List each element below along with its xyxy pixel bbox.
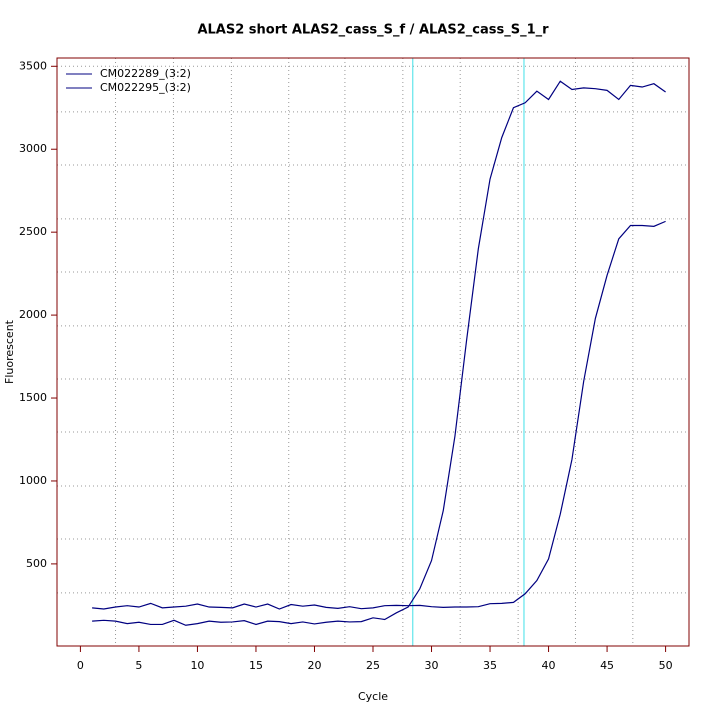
x-tick-label: 25 [366,659,380,672]
y-tick-label: 2000 [19,308,47,321]
y-tick-label: 1000 [19,474,47,487]
legend-label: CM022295_(3:2) [100,81,191,94]
y-tick-label: 500 [26,557,47,570]
x-tick-label: 5 [135,659,142,672]
y-tick-label: 2500 [19,225,47,238]
x-tick-label: 40 [542,659,556,672]
x-tick-label: 35 [483,659,497,672]
y-axis-label: Fluorescent [3,319,16,384]
x-tick-label: 15 [249,659,263,672]
y-tick-label: 1500 [19,391,47,404]
legend-label: CM022289_(3:2) [100,67,191,80]
x-tick-label: 0 [77,659,84,672]
plot-frame [56,57,690,647]
x-tick-label: 45 [600,659,614,672]
x-tick-label: 30 [425,659,439,672]
x-tick-label: 20 [307,659,321,672]
y-tick-label: 3500 [19,59,47,72]
series-line [92,80,666,626]
x-tick-label: 10 [190,659,204,672]
x-tick-label: 50 [659,659,673,672]
chart-title: ALAS2 short ALAS2_cass_S_f / ALAS2_cass_… [197,23,549,38]
x-axis-label: Cycle [358,690,388,703]
series-line [92,220,666,610]
y-tick-label: 3000 [19,142,47,155]
